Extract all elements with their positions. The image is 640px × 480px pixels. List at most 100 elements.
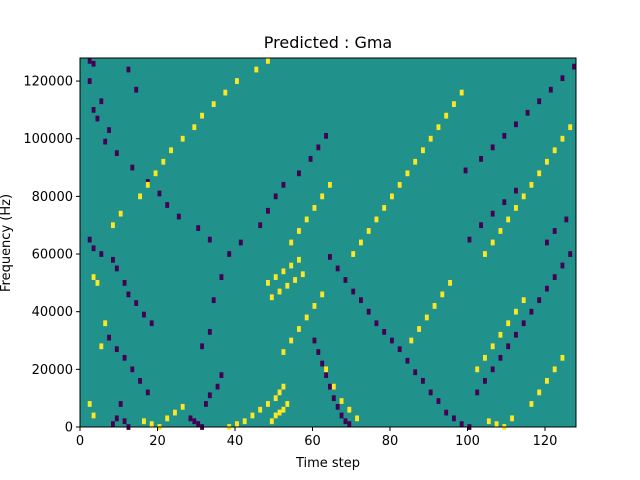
heatmap-cell-low — [552, 274, 557, 280]
heatmap-cell-low — [207, 236, 212, 243]
heatmap-cell-low — [335, 265, 340, 272]
heatmap-cell-high — [568, 124, 573, 131]
heatmap-cell-low — [436, 398, 441, 404]
heatmap-cell-high — [320, 193, 325, 200]
heatmap-cell-low — [359, 297, 363, 304]
heatmap-cell-low — [87, 236, 92, 243]
heatmap-cell-high — [486, 418, 491, 425]
heatmap-cell-high — [281, 268, 286, 275]
heatmap-cell-high — [545, 377, 549, 384]
heatmap-cell-high — [490, 239, 495, 246]
heatmap-cell-low — [95, 115, 100, 122]
heatmap-cell-high — [95, 279, 100, 286]
heatmap-cell-low — [537, 297, 542, 304]
heatmap-cell-low — [467, 236, 472, 243]
heatmap-cell-low — [114, 346, 119, 353]
heatmap-cell-high — [254, 66, 259, 73]
heatmap-cell-low — [207, 392, 212, 399]
heatmap-cell-high — [289, 262, 294, 269]
heatmap-cell-low — [328, 254, 332, 260]
heatmap-cell-high — [432, 303, 437, 309]
heatmap-cell-low — [560, 75, 565, 82]
heatmap-cell-low — [560, 262, 565, 269]
heatmap-cell-high — [138, 193, 143, 200]
heatmap-cell-high — [281, 406, 286, 413]
heatmap-cell-high — [359, 239, 363, 246]
heatmap-cell-high — [297, 228, 301, 234]
heatmap-cell-high — [494, 421, 499, 427]
heatmap-cell-low — [99, 251, 104, 257]
heatmap-cell-low — [498, 354, 503, 361]
heatmap-cell-high — [475, 366, 480, 373]
heatmap-cell-high — [351, 251, 356, 257]
heatmap-cell-low — [572, 63, 577, 70]
heatmap-cell-high — [545, 158, 549, 165]
heatmap-cell-high — [223, 89, 228, 96]
heatmap-cell-high — [312, 303, 317, 309]
heatmap-cell-low — [111, 256, 115, 263]
heatmap-cell-high — [537, 389, 542, 396]
x-tick-label: 60 — [304, 434, 321, 449]
heatmap-cell-high — [483, 354, 487, 361]
heatmap-cell-high — [149, 421, 154, 427]
heatmap-cell-low — [114, 415, 119, 422]
heatmap-cell-high — [180, 403, 185, 410]
heatmap-cell-low — [308, 156, 313, 162]
heatmap-cell-low — [490, 144, 495, 151]
heatmap-cell-high — [521, 193, 526, 200]
heatmap-cell-high — [266, 401, 270, 407]
heatmap-cell-low — [502, 132, 507, 139]
heatmap-cell-low — [227, 251, 232, 257]
heatmap-cell-low — [331, 395, 336, 402]
heatmap-cell-low — [118, 401, 123, 407]
heatmap-cell-high — [382, 205, 387, 211]
heatmap-cell-low — [514, 331, 518, 338]
heatmap-cell-low — [122, 354, 127, 361]
heatmap-cell-high — [347, 406, 352, 413]
heatmap-cell-high — [304, 216, 309, 223]
heatmap-cell-high — [560, 135, 565, 142]
heatmap-cell-low — [324, 132, 329, 139]
heatmap-cell-high — [428, 135, 433, 142]
heatmap-cell-low — [475, 389, 480, 396]
heatmap-cell-high — [277, 288, 282, 295]
heatmap-cell-low — [506, 343, 511, 350]
heatmap-cell-low — [91, 107, 96, 113]
heatmap-cell-high — [374, 216, 379, 223]
heatmap-cell-low — [537, 98, 542, 105]
heatmap-cell-high — [103, 320, 108, 327]
heatmap-cell-high — [490, 343, 495, 350]
heatmap-cell-high — [312, 205, 317, 211]
heatmap-cell-high — [258, 406, 263, 413]
heatmap-cell-high — [242, 418, 247, 425]
heatmap-cell-high — [235, 78, 239, 84]
heatmap-cell-low — [312, 337, 317, 344]
heatmap-cell-low — [91, 60, 96, 67]
heatmap-cell-low — [122, 279, 127, 286]
heatmap-cell-low — [207, 328, 212, 335]
heatmap-cell-low — [219, 372, 224, 378]
heatmap-cell-low — [122, 418, 127, 425]
heatmap-cell-high — [273, 274, 278, 280]
heatmap-cell-high — [161, 158, 166, 165]
heatmap-cell-low — [463, 167, 468, 174]
heatmap-cell-low — [548, 86, 553, 93]
heatmap-cell-high — [273, 395, 278, 402]
heatmap-cell-low — [219, 274, 224, 280]
heatmap-cell-high — [297, 326, 301, 332]
x-tick-label: 100 — [455, 434, 480, 449]
heatmap-cell-high — [269, 418, 274, 425]
heatmap-cell-low — [479, 222, 484, 229]
heatmap-cell-low — [111, 421, 115, 427]
heatmap-cell-high — [421, 147, 425, 154]
heatmap-cell-high — [483, 251, 487, 257]
plot-frame — [79, 57, 577, 428]
y-axis-label: Frequency (Hz) — [0, 194, 14, 292]
heatmap-cell-high — [169, 147, 174, 154]
heatmap-cell-low — [196, 225, 201, 231]
heatmap-cell-high — [409, 337, 414, 344]
heatmap-cell-low — [211, 297, 216, 304]
heatmap-cell-high — [424, 314, 429, 321]
heatmap-cell-low — [347, 421, 352, 427]
heatmap-cell-low — [502, 199, 507, 206]
